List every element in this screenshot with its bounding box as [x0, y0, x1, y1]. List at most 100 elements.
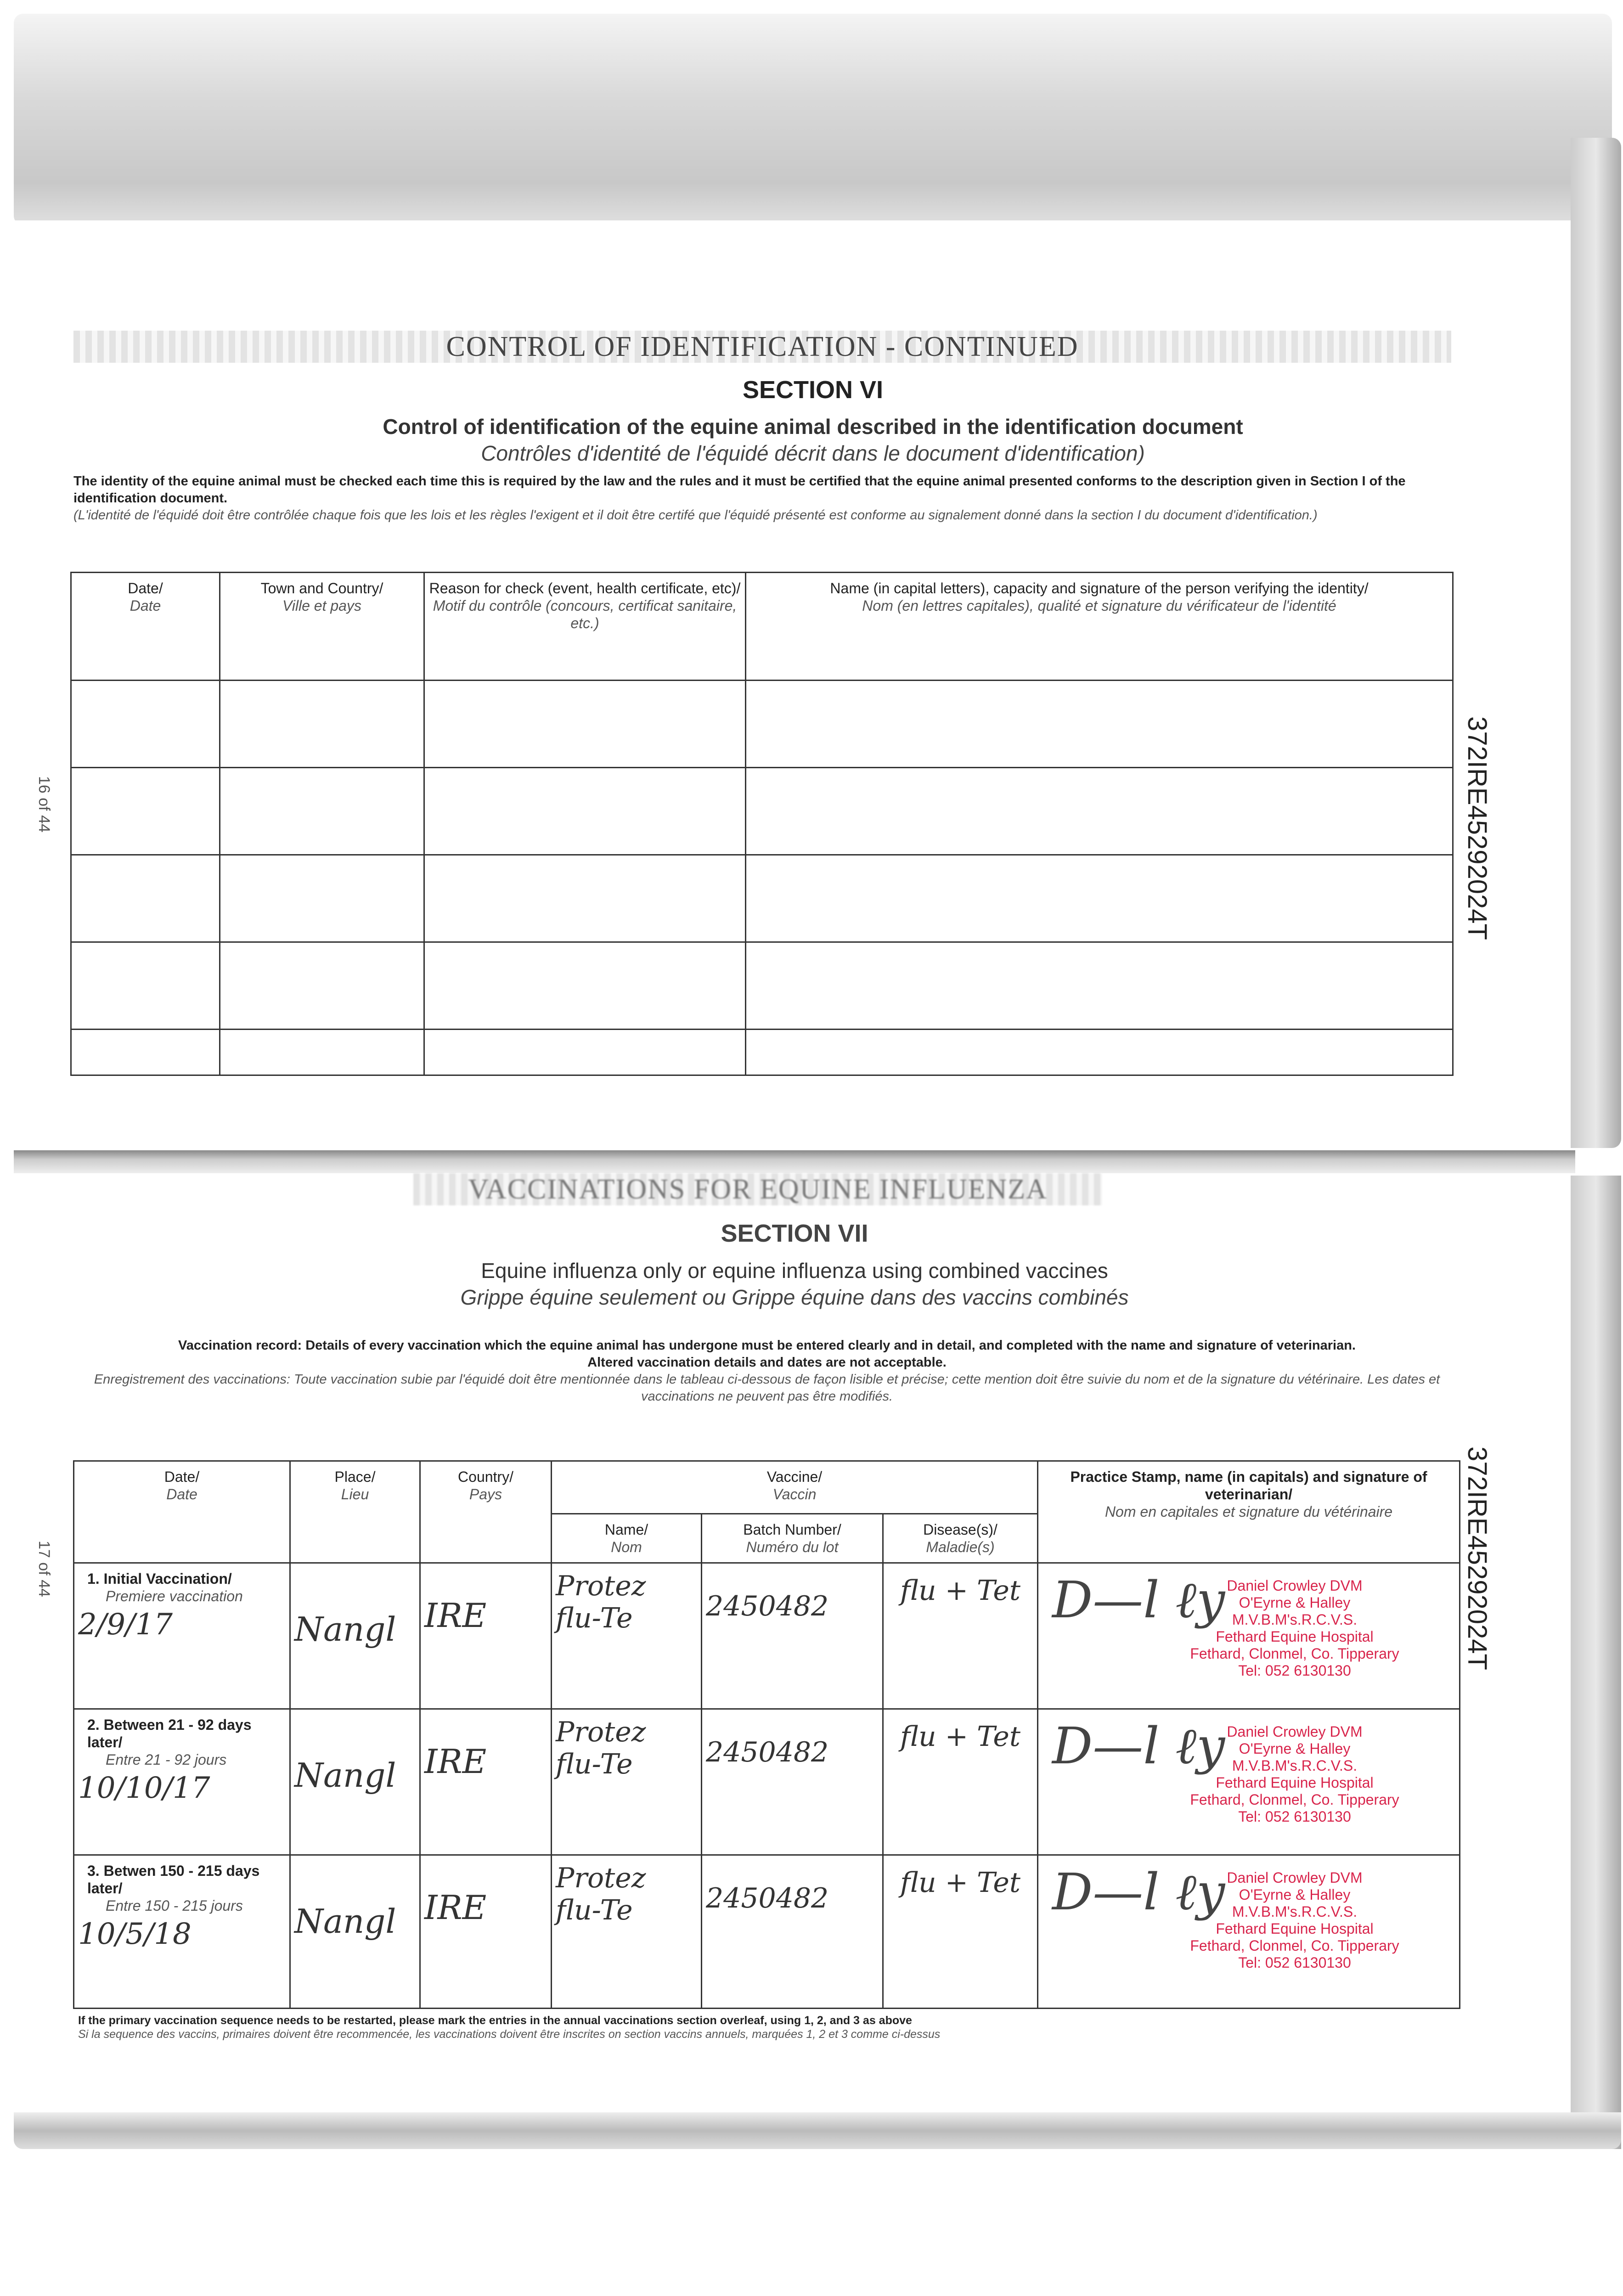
veterinarian-signature: D—l ℓy [1052, 1570, 1225, 1629]
table-row [70, 1029, 1454, 1076]
stamp-line: Fethard Equine Hospital [1216, 1774, 1374, 1791]
footnote-en: If the primary vaccination sequence need… [78, 2014, 912, 2027]
stamp-line: O'Eyrne & Halley [1239, 1886, 1351, 1903]
col-verifier: Name (in capital letters), capacity and … [745, 572, 1454, 681]
section-banner: VACCINATIONS FOR EQUINE INFLUENZA [413, 1173, 1102, 1205]
stamp-line: Fethard, Clonmel, Co. Tipperary [1190, 1791, 1399, 1808]
stamp-line: Fethard, Clonmel, Co. Tipperary [1190, 1937, 1399, 1954]
document-id: 372IRE45292024T [1462, 1446, 1492, 1670]
handwritten-date: 10/10/17 [78, 1771, 210, 1805]
vaccination-row: 2. Between 21 - 92 days later/Entre 21 -… [73, 1708, 1460, 1856]
vet-stamp-cell: D—l ℓy Daniel Crowley DVM O'Eyrne & Halley… [1037, 1562, 1460, 1710]
stamp-line: Tel: 052 6130130 [1238, 1662, 1351, 1679]
instructions: Vaccination record: Details of every vac… [78, 1337, 1456, 1405]
instructions-fr: Enregistrement des vaccinations: Toute v… [94, 1372, 1440, 1404]
section-title: Equine influenza only or equine influenz… [481, 1259, 1108, 1283]
veterinarian-signature: D—l ℓy [1052, 1716, 1225, 1775]
stamp-line: Daniel Crowley DVM [1227, 1577, 1363, 1594]
page-fold [14, 1150, 1575, 1173]
batch-cell: 2450482 [701, 1854, 884, 2009]
col-date: Date/Date [70, 572, 220, 681]
plastic-sleeve-top [14, 14, 1612, 225]
practice-stamp: Daniel Crowley DVM O'Eyrne & Halley M.V.B.… [1042, 1869, 1455, 1971]
vaccination-row: 3. Betwen 150 - 215 days later/Entre 150… [73, 1854, 1460, 2009]
date-cell: 1. Initial Vaccination/Premiere vaccinat… [73, 1562, 291, 1710]
col-date: Date/Date [73, 1460, 291, 1564]
disease-cell: flu + Tet [882, 1562, 1038, 1710]
section-heading: SECTION VII [721, 1220, 868, 1247]
vaccination-table: Date/Date Place/Lieu Country/Pays Vaccin… [73, 1460, 1460, 2009]
col-batch: Batch Number/Numéro du lot [701, 1513, 884, 1564]
country-cell: IRE [419, 1854, 552, 2009]
identity-check-table: Date/Date Town and Country/Ville et pays… [70, 572, 1454, 1076]
stamp-line: M.V.B.M's.R.C.V.S. [1232, 1611, 1358, 1628]
instructions-en: The identity of the equine animal must b… [73, 474, 1406, 506]
col-disease: Disease(s)/Maladie(s) [882, 1513, 1038, 1564]
col-place: Place/Lieu [289, 1460, 421, 1564]
handwritten-date: 10/5/18 [78, 1917, 192, 1951]
stamp-line: M.V.B.M's.R.C.V.S. [1232, 1903, 1358, 1920]
instructions: The identity of the equine animal must b… [73, 473, 1451, 524]
table-header: Date/Date Place/Lieu Country/Pays Vaccin… [73, 1460, 1460, 1564]
section-banner: CONTROL OF IDENTIFICATION - CONTINUED [73, 331, 1451, 363]
stamp-line: Fethard, Clonmel, Co. Tipperary [1190, 1645, 1399, 1662]
instructions-en-2: Altered vaccination details and dates ar… [587, 1355, 947, 1370]
section-title-fr: Grippe équine seulement ou Grippe équine… [460, 1285, 1129, 1309]
col-vet: Practice Stamp, name (in capitals) and s… [1037, 1460, 1460, 1564]
binder-bottom [14, 2112, 1621, 2149]
stamp-line: Tel: 052 6130130 [1238, 1954, 1351, 1971]
date-cell: 2. Between 21 - 92 days later/Entre 21 -… [73, 1708, 291, 1856]
document-id: 372IRE45292024T [1462, 716, 1492, 940]
stamp-line: M.V.B.M's.R.C.V.S. [1232, 1757, 1358, 1774]
vaccine-name-cell: Protez flu-Te [551, 1854, 702, 2009]
table-header: Date/Date Town and Country/Ville et pays… [70, 572, 1454, 681]
binder-edge [1571, 138, 1621, 1148]
veterinarian-signature: D—l ℓy [1052, 1863, 1225, 1921]
binder-edge [1571, 1176, 1621, 2149]
col-country: Country/Pays [419, 1460, 552, 1564]
section-title-fr: Contrôles d'identité de l'équidé décrit … [481, 441, 1145, 465]
col-vaccine: Vaccine/Vaccin [551, 1460, 1038, 1514]
stamp-line: O'Eyrne & Halley [1239, 1740, 1351, 1757]
footnote: If the primary vaccination sequence need… [78, 2014, 1456, 2041]
stamp-line: Fethard Equine Hospital [1216, 1628, 1374, 1645]
practice-stamp: Daniel Crowley DVM O'Eyrne & Halley M.V.B.… [1042, 1723, 1455, 1825]
country-cell: IRE [419, 1562, 552, 1710]
vet-stamp-cell: D—l ℓy Daniel Crowley DVM O'Eyrne & Halley… [1037, 1708, 1460, 1856]
page-label: 16 of 44 [35, 776, 53, 833]
section-heading: SECTION VI [742, 376, 884, 404]
table-row [70, 854, 1454, 943]
disease-cell: flu + Tet [882, 1708, 1038, 1856]
col-vaccine-name: Name/Nom [551, 1513, 702, 1564]
date-cell: 3. Betwen 150 - 215 days later/Entre 150… [73, 1854, 291, 2009]
place-cell: Nangl [289, 1854, 421, 2009]
page-label: 17 of 44 [35, 1541, 53, 1597]
stamp-line: Fethard Equine Hospital [1216, 1920, 1374, 1937]
batch-cell: 2450482 [701, 1708, 884, 1856]
col-reason: Reason for check (event, health certific… [423, 572, 746, 681]
vaccination-row: 1. Initial Vaccination/Premiere vaccinat… [73, 1562, 1460, 1710]
handwritten-date: 2/9/17 [78, 1608, 173, 1642]
place-cell: Nangl [289, 1708, 421, 1856]
disease-cell: flu + Tet [882, 1854, 1038, 2009]
table-row [70, 941, 1454, 1030]
col-town: Town and Country/Ville et pays [219, 572, 425, 681]
stamp-line: Daniel Crowley DVM [1227, 1723, 1363, 1740]
section-title: Control of identification of the equine … [383, 415, 1243, 439]
practice-stamp: Daniel Crowley DVM O'Eyrne & Halley M.V.B.… [1042, 1577, 1455, 1679]
table-row [70, 680, 1454, 768]
instructions-en: Vaccination record: Details of every vac… [178, 1338, 1356, 1353]
place-cell: Nangl [289, 1562, 421, 1710]
stamp-line: Tel: 052 6130130 [1238, 1808, 1351, 1825]
vaccine-name-cell: Protez flu-Te [551, 1562, 702, 1710]
vet-stamp-cell: D—l ℓy Daniel Crowley DVM O'Eyrne & Halley… [1037, 1854, 1460, 2009]
country-cell: IRE [419, 1708, 552, 1856]
footnote-fr: Si la sequence des vaccins, primaires do… [78, 2028, 941, 2041]
batch-cell: 2450482 [701, 1562, 884, 1710]
stamp-line: Daniel Crowley DVM [1227, 1869, 1363, 1886]
vaccine-name-cell: Protez flu-Te [551, 1708, 702, 1856]
table-row [70, 767, 1454, 855]
instructions-fr: (L'identité de l'équidé doit être contrô… [73, 508, 1318, 523]
stamp-line: O'Eyrne & Halley [1239, 1594, 1351, 1611]
table-subheader: Name/Nom Batch Number/Numéro du lot Dise… [74, 1513, 1460, 1564]
